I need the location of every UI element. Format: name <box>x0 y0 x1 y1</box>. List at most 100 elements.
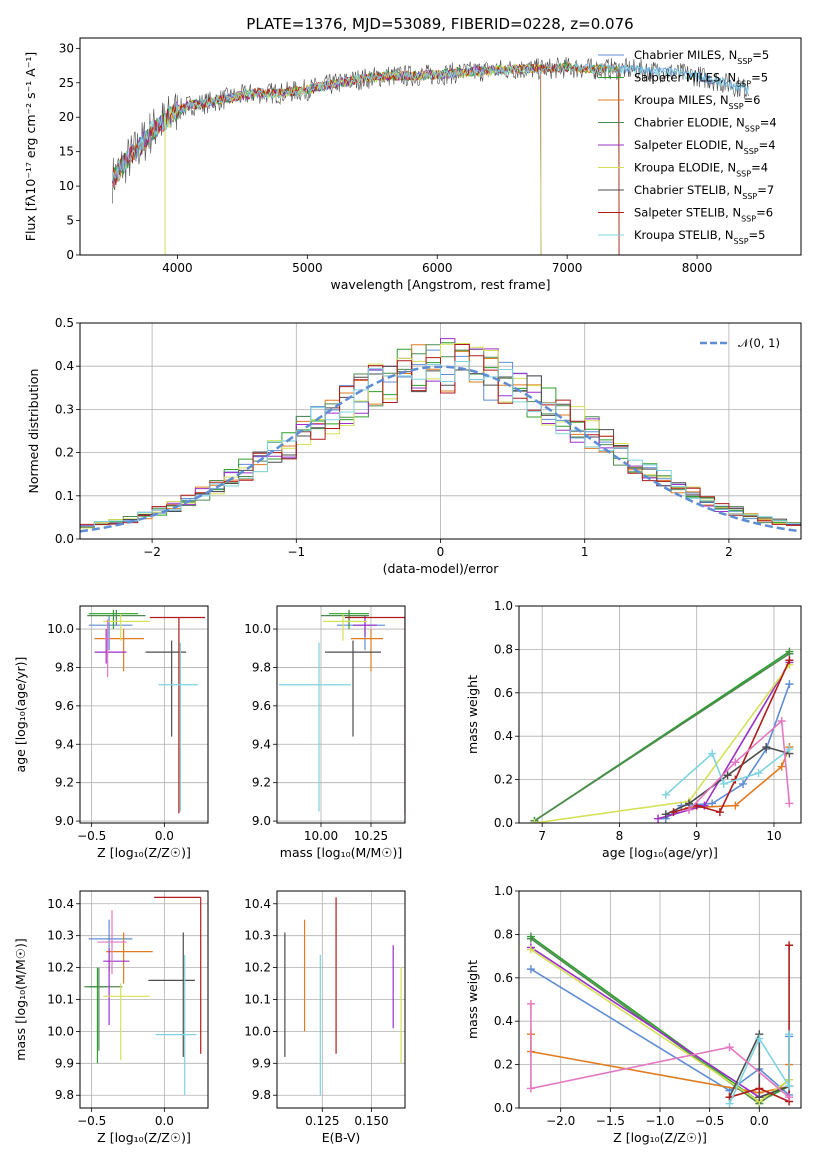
y-axis-label: mass weight <box>465 675 480 754</box>
x-axis-label: E(B-V) <box>322 1130 361 1145</box>
y-tick-label: 0.2 <box>494 773 513 787</box>
plot-content <box>80 338 801 539</box>
spectrum-line-salpeter-stelib <box>112 63 620 255</box>
y-axis-label: Normed distribution <box>26 369 41 494</box>
y-tick-label: 9.8 <box>252 660 271 674</box>
data-marker <box>755 1034 764 1043</box>
data-marker <box>785 1093 794 1102</box>
x-tick-label: −0.5 <box>695 1114 724 1128</box>
data-marker <box>785 1030 794 1039</box>
data-marker <box>785 941 794 950</box>
data-marker <box>526 945 535 954</box>
x-axis-label: wavelength [Angstrom, rest frame] <box>330 277 550 292</box>
data-marker <box>785 799 794 808</box>
x-tick-label: 8000 <box>682 261 713 275</box>
data-marker <box>785 680 794 689</box>
spectrum-panel: 4000 5000 6000 7000 8000 0 5 10 15 20 25 30 waveleng… <box>23 37 802 292</box>
x-tick-label: −0.5 <box>77 829 106 843</box>
x-tick-label: −1 <box>287 545 305 559</box>
y-tick-label: 9.0 <box>55 814 74 828</box>
x-tick-label: 10 <box>766 829 781 843</box>
legend-subscript: SSP <box>734 237 749 246</box>
y-tick-label: 0.4 <box>494 1014 513 1028</box>
legend-subscript: SSP <box>742 192 757 201</box>
data-marker <box>530 819 539 823</box>
plot-content <box>279 609 405 814</box>
data-marker <box>739 779 748 788</box>
x-tick-label: 5000 <box>292 261 323 275</box>
y-tick-label: 10.0 <box>47 1024 74 1038</box>
y-tick-label: 9.2 <box>55 776 74 790</box>
y-axis-label: age [log₁₀(age/yr)] <box>13 657 28 773</box>
y-tick-label: 10.3 <box>244 929 271 943</box>
plot-area <box>80 891 208 1108</box>
legend-entry: Salpeter ELODIE, NSSP=4 <box>634 138 776 156</box>
y-tick-label: 0.0 <box>494 1101 513 1115</box>
y-tick-label: 0.2 <box>55 446 74 460</box>
plot-area <box>80 606 208 823</box>
data-marker <box>654 814 663 823</box>
legend-entry: Chabrier STELIB, NSSP=7 <box>634 183 774 201</box>
y-tick-label: 10.2 <box>47 961 74 975</box>
data-marker <box>731 801 740 810</box>
legend-entry: Salpeter STELIB, NSSP=6 <box>634 206 773 224</box>
x-tick-label: 6000 <box>422 261 453 275</box>
legend-entry: Kroupa ELODIE, NSSP=4 <box>634 161 768 179</box>
axes-frame <box>518 605 802 824</box>
legend-entry: Salpeter MILES, NSSP=5 <box>634 71 768 89</box>
age-vs-mass-panel: 10.00 10.25 9.0 9.2 9.4 9.6 9.8 10.0 mass [log₁₀… <box>244 605 406 860</box>
legend-count: =4 <box>759 138 776 152</box>
data-marker <box>669 808 678 817</box>
data-marker <box>785 656 794 665</box>
data-marker <box>762 743 771 752</box>
mass-weight-series <box>729 945 790 1103</box>
y-tick-label: 9.4 <box>55 737 74 751</box>
y-tick-label: 10.4 <box>244 897 271 911</box>
data-marker <box>754 769 763 778</box>
y-tick-label: 9.8 <box>252 1088 271 1102</box>
y-tick-label: 0.2 <box>494 1058 513 1072</box>
legend-entry: Chabrier ELODIE, NSSP=4 <box>634 116 777 134</box>
y-tick-label: 0.4 <box>55 359 74 373</box>
x-tick-label: 0.0 <box>750 1114 769 1128</box>
x-tick-label: 7 <box>538 829 546 843</box>
x-tick-label: −1.0 <box>645 1114 674 1128</box>
legend-count: =4 <box>760 116 777 130</box>
y-tick-label: 0.8 <box>494 927 513 941</box>
y-tick-label: 10 <box>59 179 74 193</box>
y-tick-label: 30 <box>59 41 74 55</box>
spectrum-line-kroupa-stelib <box>112 62 749 182</box>
legend-count: =7 <box>757 183 774 197</box>
spectrum-line-chabrier-elodie <box>112 63 542 255</box>
data-marker <box>731 758 740 767</box>
y-tick-label: 9.0 <box>252 814 271 828</box>
plot-area <box>277 891 405 1108</box>
x-tick-label: 2 <box>725 545 733 559</box>
x-tick-label: 9 <box>693 829 701 843</box>
x-tick-label: 8 <box>616 829 624 843</box>
y-tick-label: 9.9 <box>252 1056 271 1070</box>
y-axis-label: mass weight <box>465 960 480 1039</box>
legend-subscript: SSP <box>736 169 751 178</box>
data-marker <box>755 1084 764 1093</box>
y-tick-label: 1.0 <box>494 599 513 613</box>
data-marker <box>526 965 535 974</box>
plot-content <box>530 647 794 823</box>
x-tick-label: 10.25 <box>354 829 388 843</box>
data-marker <box>684 805 693 814</box>
x-tick-label: 10.00 <box>304 829 338 843</box>
mass-weight-series <box>728 1033 790 1099</box>
spectrum-line-salpeter-miles <box>112 61 620 255</box>
mass-weight-series <box>530 1003 790 1098</box>
legend-subscript: SSP <box>744 147 759 156</box>
axes-frame <box>276 605 406 824</box>
legend-subscript: SSP <box>741 214 756 223</box>
spectrum-line-kroupa-miles <box>112 62 620 255</box>
legend-subscript: SSP <box>736 79 751 88</box>
x-axis-label: mass [log₁₀(M/M☉)] <box>280 845 402 860</box>
mass-weight-series <box>665 683 791 820</box>
plot-content <box>526 932 794 1108</box>
histogram-salpeter-stelib <box>80 344 801 539</box>
y-tick-label: 0.6 <box>494 686 513 700</box>
legend-count: =5 <box>751 71 768 85</box>
